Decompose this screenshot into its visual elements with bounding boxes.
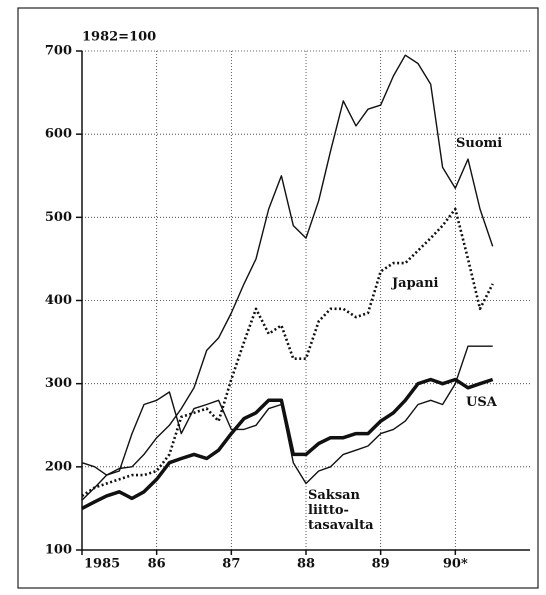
x-tick-label: 89	[372, 557, 390, 572]
subtitle: 1982=100	[82, 30, 156, 45]
x-tick-label: 87	[222, 557, 240, 572]
series-line	[81, 345, 493, 501]
series-label: USA	[466, 395, 497, 410]
y-tick-label: 400	[45, 293, 72, 308]
series-line	[81, 377, 494, 510]
series-label: Suomi	[456, 136, 503, 151]
x-tick-label: 1985	[84, 557, 120, 572]
y-tick-label: 300	[45, 376, 72, 391]
series-line	[81, 54, 494, 476]
y-tick-label: 100	[45, 543, 72, 558]
x-tick-label: 86	[148, 557, 166, 572]
x-tick-label: 88	[297, 557, 315, 572]
y-tick-label: 500	[45, 210, 72, 225]
y-tick-label: 600	[45, 127, 72, 142]
y-tick-label: 700	[45, 44, 72, 59]
y-tick-label: 200	[45, 459, 72, 474]
series-line	[81, 207, 494, 497]
x-tick-label: 90*	[443, 557, 468, 572]
series-label: Saksan liitto- tasavalta	[308, 488, 374, 533]
series-label: Japani	[392, 276, 439, 291]
frame	[17, 7, 539, 589]
